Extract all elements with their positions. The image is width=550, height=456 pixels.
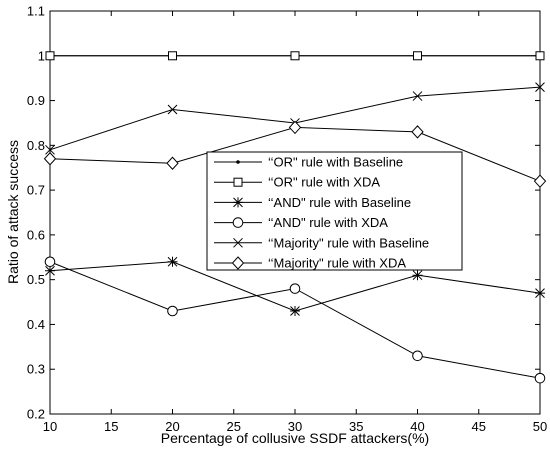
legend-marker: [233, 197, 243, 208]
y-tick-label: 0.5: [27, 272, 45, 287]
legend-marker: [233, 177, 243, 187]
y-tick-label: 1.1: [27, 4, 45, 19]
y-tick-label: 0.7: [27, 183, 45, 198]
y-tick-label: 1: [38, 48, 45, 63]
legend-item: ‘‘Majority" rule with Baseline: [214, 235, 429, 250]
series-circle: [44, 256, 546, 384]
legend-item: ‘‘OR" rule with XDA: [214, 175, 380, 190]
x-tick-label: 40: [410, 419, 424, 434]
data-point: [288, 120, 302, 135]
data-point: [534, 372, 546, 384]
data-point: [535, 82, 545, 92]
y-tick-label: 0.8: [27, 138, 45, 153]
y-tick-label: 0.2: [27, 407, 45, 422]
y-tick-label: 0.3: [27, 362, 45, 377]
data-point: [45, 51, 55, 61]
data-point: [412, 350, 423, 362]
legend-label: ‘‘Majority" rule with Baseline: [268, 235, 429, 250]
data-point: [166, 156, 179, 170]
data-point: [289, 283, 301, 294]
series-star: [45, 256, 545, 317]
data-point: [45, 265, 55, 276]
data-point: [412, 91, 423, 101]
series-diamond: [43, 120, 547, 188]
tick-labels: 10 15 20 25 30 35 40 45 50 0.2 0.3 0.4 0.5 0.6 0.7 0.8 0…: [27, 4, 547, 435]
data-point: [44, 256, 56, 268]
data-point: [167, 305, 178, 317]
data-point: [167, 256, 178, 267]
data-point: [43, 152, 57, 166]
x-tick-label: 35: [349, 419, 363, 434]
data-point: [167, 104, 178, 115]
legend-label: ‘‘OR" rule with XDA: [268, 175, 380, 190]
data-point: [290, 51, 300, 61]
series-square: [45, 51, 545, 61]
legend-item: ‘‘AND" rule with XDA: [214, 215, 388, 230]
data-point: [168, 51, 177, 61]
legend-marker: [233, 237, 243, 248]
x-tick-label: 15: [104, 419, 118, 434]
x-tick-label: 20: [165, 419, 179, 434]
data-point: [533, 174, 547, 188]
y-tick-label: 0.9: [27, 93, 45, 108]
legend-label: ‘‘OR" rule with Baseline: [268, 155, 403, 170]
data-point: [535, 51, 545, 61]
data-point: [413, 51, 422, 61]
y-tick-label: 0.6: [27, 227, 45, 242]
x-tick-label: 25: [227, 419, 241, 434]
legend-item: ‘‘OR" rule with Baseline: [214, 155, 403, 170]
y-axis-label: Ratio of attack success: [5, 140, 21, 284]
x-axis-label: Percentage of collusive SSDF attackers(%…: [161, 430, 429, 446]
data-point: [535, 288, 545, 299]
x-tick-label: 45: [472, 419, 486, 434]
x-tick-label: 30: [288, 419, 302, 434]
data-point: [45, 144, 55, 155]
legend-marker: [231, 256, 245, 270]
legend-marker: [232, 217, 244, 228]
data-point: [411, 125, 424, 139]
legend-label: ‘‘AND" rule with Baseline: [268, 195, 411, 210]
y-tick-label: 0.4: [27, 317, 45, 332]
legend-item: ‘‘AND" rule with Baseline: [214, 195, 411, 210]
data-point: [412, 270, 423, 281]
x-tick-label: 10: [43, 419, 57, 434]
legend-box: [206, 151, 463, 271]
legend-item: ‘‘Majority" rule with XDA: [214, 256, 406, 271]
series-layer: [43, 51, 547, 384]
legend: ‘‘OR" rule with Baseline ‘‘OR" rule with …: [206, 151, 463, 271]
data-point: [290, 306, 300, 317]
x-tick-label: 50: [533, 419, 547, 434]
legend-label: ‘‘AND" rule with XDA: [268, 215, 388, 230]
legend-label: ‘‘Majority" rule with XDA: [268, 256, 406, 271]
legend-marker: [236, 160, 240, 164]
